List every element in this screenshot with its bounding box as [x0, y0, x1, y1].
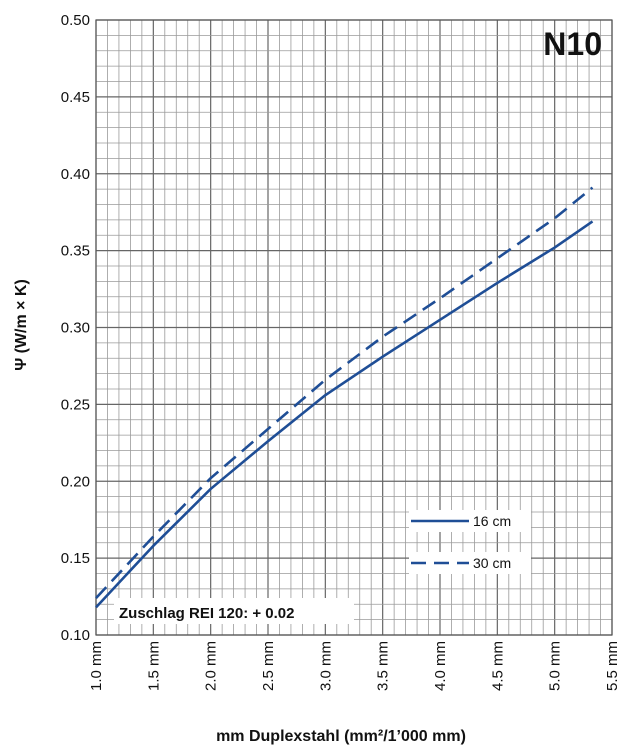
x-tick-label: 3.5 mm: [375, 641, 392, 691]
y-tick-label: 0.45: [61, 89, 90, 106]
x-tick-label: 1.0 mm: [88, 641, 105, 691]
x-tick-label: 5.0 mm: [547, 641, 564, 691]
y-tick-label: 0.10: [61, 627, 90, 644]
legend-label: 30 cm: [473, 555, 511, 571]
x-tick-label: 2.0 mm: [203, 641, 220, 691]
x-tick-label: 3.0 mm: [317, 641, 334, 691]
y-tick-label: 0.25: [61, 396, 90, 413]
y-tick-label: 0.35: [61, 243, 90, 260]
y-tick-label: 0.40: [61, 166, 90, 183]
x-tick-label: 1.5 mm: [145, 641, 162, 691]
x-axis-title: mm Duplexstahl (mm²/1’000 mm): [216, 728, 466, 745]
y-tick-label: 0.20: [61, 473, 90, 490]
series-line-30-cm: [95, 186, 594, 599]
y-tick-label: 0.30: [61, 320, 90, 337]
legend: 16 cm 30 cm: [409, 510, 531, 574]
series-line-16-cm: [95, 220, 594, 609]
plot-border: [95, 19, 613, 636]
x-tick-label: 2.5 mm: [260, 641, 277, 691]
annotation-box: Zuschlag REI 120: + 0.02: [114, 598, 354, 624]
y-axis-title: Ψ (W/m × K): [13, 279, 30, 371]
chart-badge: N10: [543, 26, 602, 62]
grid: [95, 19, 613, 636]
annotation-text: Zuschlag REI 120: + 0.02: [119, 605, 295, 622]
x-tick-labels: 1.0 mm 1.5 mm 2.0 mm 2.5 mm 3.0 mm 3.5 mm 4.0 …: [88, 641, 621, 691]
series-layer: [95, 186, 594, 609]
x-tick-label: 5.5 mm: [604, 641, 621, 691]
legend-label: 16 cm: [473, 513, 511, 529]
x-tick-label: 4.0 mm: [432, 641, 449, 691]
legend-item-bg: [409, 552, 531, 574]
y-tick-label: 0.50: [61, 12, 90, 29]
legend-item-bg: [409, 510, 531, 532]
y-tick-labels: 0.10 0.15 0.20 0.25 0.30 0.35 0.40 0.45 0.50: [61, 12, 90, 644]
y-tick-label: 0.15: [61, 550, 90, 567]
x-tick-label: 4.5 mm: [489, 641, 506, 691]
